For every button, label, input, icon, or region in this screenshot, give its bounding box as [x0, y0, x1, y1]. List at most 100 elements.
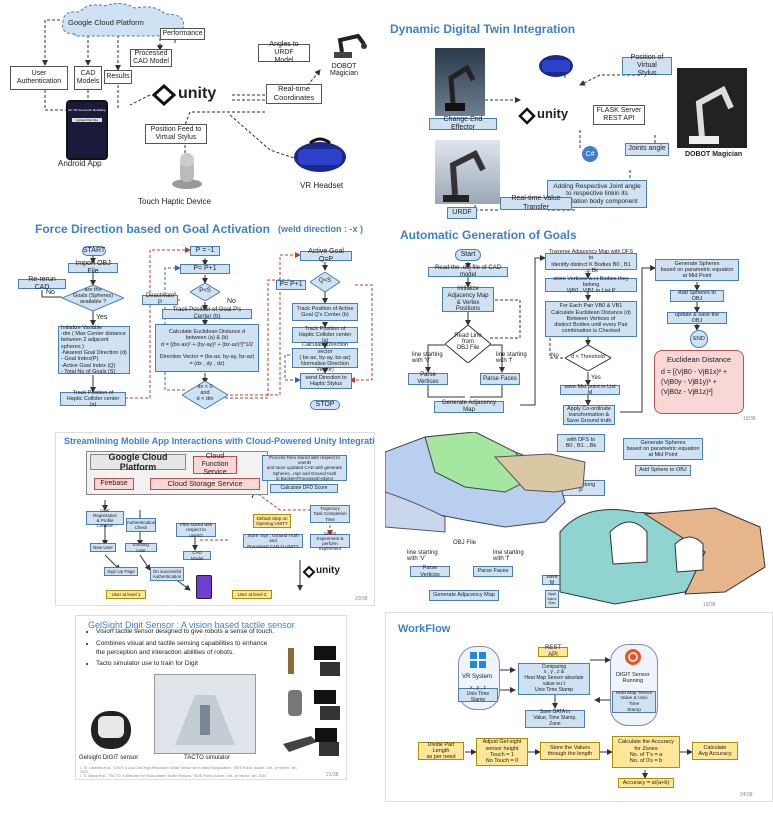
pv-line-v: line starting with 'V' — [407, 550, 438, 562]
user-reg-box: User Registration & Profile Creation — [86, 508, 124, 528]
ag-no: No — [551, 353, 559, 359]
save-data-box: Save DATA in Value, Time Stamp, Zone — [525, 710, 585, 728]
digit-sensor-photo — [86, 706, 136, 751]
position-feed-box: Position Feed to Virtual Stylus — [145, 124, 207, 144]
cad-models-box: CAD Models — [74, 66, 102, 90]
ubuntu-icon — [624, 648, 642, 666]
pv-add-spheres: Add Sphere to OBJ — [635, 465, 691, 476]
fd-q-lt-s-text: Q<S — [318, 278, 332, 284]
ag-yes: Yes — [591, 375, 601, 381]
android-label: Android App — [58, 159, 102, 168]
gelsight-refs: 1. M. Lambeta et al., "DIGIT: A Low-Cost… — [80, 766, 298, 778]
pv-page: 19/38 — [703, 602, 716, 608]
pv-line-f: line starting with 'f' — [493, 550, 524, 562]
digital-twin-title: Dynamic Digital Twin Integration — [390, 22, 576, 36]
ag-line-v: line starting with 'V' — [412, 352, 443, 364]
android-phone: EF VR Geometric Modelling Upload Part Fi… — [66, 100, 108, 160]
ag-euclid-card: Euclidean Distance d = [(VjB0 - VjB1x)² … — [654, 350, 744, 414]
ag-end: END — [690, 330, 708, 348]
pv-gen-spheres: Generate Spheres based on parametric equ… — [623, 438, 703, 460]
robot-3d-view-2 — [435, 140, 500, 204]
fd-dx-text: dx < 0 and d < dm — [196, 384, 214, 402]
ag-euclid-eq: d = [(VjB0 - VjB1x)² + (VjB0y - VjB1y)² … — [661, 369, 728, 396]
fd-import: Import OBJ File — [68, 260, 118, 275]
mobile-title: Streamlining Mobile App Interactions wit… — [64, 436, 375, 446]
processed-cad-box: Processed CAD Model — [130, 49, 172, 67]
ag-each-pair: For Each Pair VB0 & VB1 Calculate Euclid… — [545, 301, 637, 337]
fd-track-goal: Track Position of Goal P's Center (b) — [162, 307, 252, 320]
results-box: Results — [104, 70, 132, 84]
haptic-device-icon — [170, 150, 205, 190]
phone-upload-button[interactable]: Upload Part File — [72, 118, 102, 122]
dobot-label: DOBOT Magician — [330, 63, 359, 77]
adjust-box: Adjust Gel-sight sensor height Touch = 1… — [476, 738, 528, 766]
fd-p-lt-s-text: P<S — [199, 288, 211, 294]
change-effector-box: Change End Effector — [429, 116, 497, 131]
files-stored-box: Files stored with respect to userID — [176, 522, 216, 538]
ag-add-spheres: Add Spheres to OBJ — [670, 290, 724, 302]
gelsight-page: 21/38 — [326, 772, 339, 778]
ag-gen-spheres: Generate Spheres based on parametric equ… — [655, 259, 739, 281]
fd-p-eq: P = -1 — [190, 246, 220, 256]
existing-user-box: Existing User — [125, 542, 157, 553]
divide-box: Divide Part Length as per need — [418, 742, 464, 760]
fd-q-lt-s-decision: Q<S — [310, 272, 340, 292]
panel-digital-twin: Dynamic Digital Twin Integration Change … — [385, 0, 773, 225]
dobot-label-2: DOBOT Magician — [685, 151, 743, 158]
force-weld: (weld direction : -x ) — [278, 224, 364, 234]
phone-title: EF VR Geometric Modelling — [68, 108, 106, 112]
vr-headset-label: VR Headset — [300, 181, 344, 190]
unity-label-2: unity — [537, 106, 569, 121]
calc-avg-box: Calculate Avg Accuracy — [692, 742, 738, 760]
dobot-photo — [677, 68, 747, 148]
fd-active-goal: Active Goal Q=P — [300, 248, 352, 263]
rest-api-box: REST API — [538, 645, 568, 658]
goals-title: Automatic Generation of Goals — [400, 228, 577, 242]
joints-angle-box: Joints angle — [625, 143, 669, 156]
ag-read: Read the .obj file of CAD model — [428, 265, 508, 278]
ag-read-line-text: Read Line from OBJ File — [454, 333, 482, 351]
force-title: Force Direction based on Goal Activation — [35, 222, 270, 236]
flask-box: FLASK Server REST API — [593, 105, 645, 125]
new-user-box: New User — [90, 543, 116, 552]
auth-check-box: Authentication Check — [126, 518, 156, 532]
process-files-box: Process Files stored with respect to use… — [262, 455, 347, 481]
unity-label: unity — [178, 85, 217, 102]
ag-init: Initialize Adjacency Map & Vertex Positi… — [442, 286, 494, 312]
mobile-phone-icon — [196, 575, 212, 599]
panel-goal-generation: Automatic Generation of Goals — [385, 225, 773, 425]
unity-logo-3 — [302, 565, 316, 579]
ag-threshold-decision: d < Threshold — [565, 345, 611, 371]
panel-mobile-cloud: Streamlining Mobile App Interactions wit… — [55, 432, 375, 606]
heatmap-box: Heat Map Tensor Value & Unix Time Stamp — [612, 691, 656, 713]
store-values-box: Store the Values through the length — [540, 742, 600, 760]
pv-parse-f: Parse Faces — [473, 566, 513, 577]
tacto-label: TACTO simulator — [184, 755, 230, 761]
fd-p-inc2: P= P+1 — [276, 280, 306, 290]
vr-headset-icon — [290, 135, 350, 175]
xyz-vr-box: x , y , z Unix Time Stamp — [458, 686, 498, 703]
pv-obj-file: OBJ File — [453, 540, 477, 546]
position-virtual-box: Position of Virtual Stylus — [622, 54, 672, 77]
robot-3d-view-1 — [435, 48, 485, 116]
ag-start: Start — [455, 249, 481, 261]
fd-stop: STOP — [310, 400, 340, 410]
pv-parse-v: Parse Vertices — [410, 565, 450, 578]
urdf-box: URDF — [447, 207, 477, 219]
tactile-sample-2 — [286, 686, 342, 722]
fd-dx-decision: dx < 0 and d < dm — [182, 381, 228, 409]
user-l1-box: User at level 1 — [106, 590, 146, 599]
on-success-box: On successful Authentication — [150, 567, 184, 581]
calc-acc-box: Calculate the Accuracy for Zones No. of … — [612, 736, 680, 768]
fd-goals-text: are the Goals (Spheres) available ? — [72, 287, 114, 305]
gelsight-bullet: Combines visual and tactile sensing capa… — [96, 640, 276, 658]
fd-p-inc: P= P+1 — [180, 264, 230, 274]
ag-threshold-text: d < Threshold — [571, 354, 605, 360]
performance-box: Performance — [160, 28, 205, 40]
firebase-box: Firebase — [94, 478, 134, 490]
signup-box: Sign Up Page — [104, 567, 138, 576]
storage-box: Cloud Storage Service — [150, 478, 260, 490]
fd-init: Initialize Variable -dm ( Max Center dis… — [58, 325, 130, 375]
fd-goals-decision: are the Goals (Spheres) available ? — [62, 285, 124, 311]
fd-send-dir: send Direction to Haptic Stylus — [300, 373, 352, 389]
